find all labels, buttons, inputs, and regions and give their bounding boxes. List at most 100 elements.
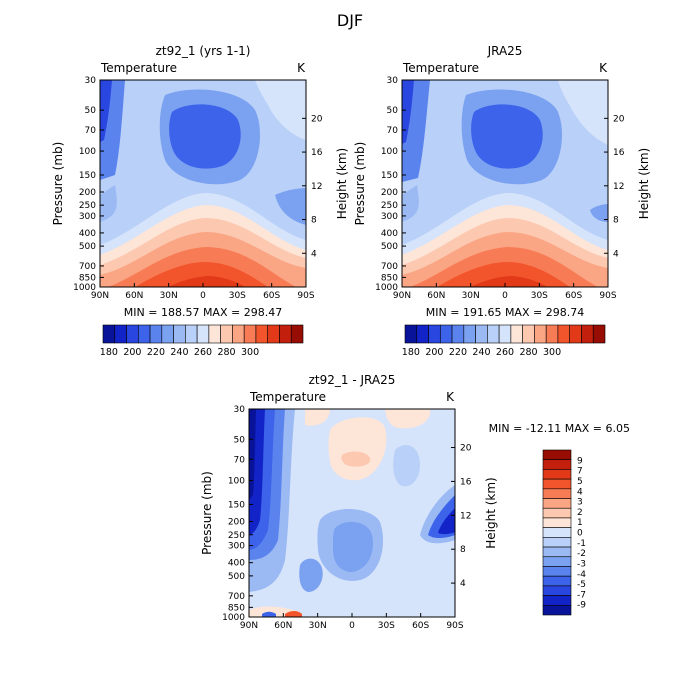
panel-obs-title: JRA25 <box>487 44 523 58</box>
y-tick-label: 400 <box>228 559 245 569</box>
colorbar-label: 0 <box>577 529 583 539</box>
y-tick-label: 70 <box>387 126 399 136</box>
colorbar-label: 4 <box>577 487 583 497</box>
panel-diff: zt92_1 - JRA25 Temperature K 90N <box>200 373 630 631</box>
y-tick-label: 1000 <box>222 613 245 623</box>
colorbar-swatch <box>498 324 512 344</box>
contour-north-mid <box>100 185 117 222</box>
colorbar-swatch <box>232 324 245 344</box>
colorbar-swatch <box>542 546 572 558</box>
panel-model-axes: 90N 60N 30N 0 30S 60S 90S 30 50 70 100 150 200 250300… <box>51 76 349 301</box>
contour-north-m9 <box>249 409 256 500</box>
colorbar-swatch <box>487 324 500 344</box>
y-right-tick-label: 8 <box>460 545 466 555</box>
y-tick-label: 1000 <box>73 283 96 293</box>
x-tick-label: 60S <box>263 291 280 301</box>
y-right-tick-label: 8 <box>613 216 619 226</box>
contour-warm-tropical <box>328 417 387 481</box>
x-tick-label: 90N <box>91 291 109 301</box>
colorbar-label: 220 <box>449 347 467 358</box>
panel-obs-right-label: K <box>599 61 608 75</box>
contour-north-mid <box>402 185 419 222</box>
y-right-tick-label: 20 <box>460 444 472 454</box>
colorbar-swatch <box>542 488 572 499</box>
panel-model-left-label: Temperature <box>100 61 177 75</box>
panel-diff-left-label: Temperature <box>249 390 326 404</box>
y-tick-label: 70 <box>234 455 246 465</box>
y-tick-label: 100 <box>381 147 398 157</box>
y-axis-label: Pressure (mb) <box>200 471 214 555</box>
y-axis-right-label: Height (km) <box>335 148 349 219</box>
colorbar-label: -1 <box>577 539 586 549</box>
y-tick-label: 150 <box>228 500 245 510</box>
panel-obs-axes: 90N 60N 30N 0 30S 60S 90S 30 50 70 100 150 200 250300… <box>353 76 651 301</box>
contour-polar-coldest <box>100 80 112 142</box>
x-tick-label: 90S <box>297 291 314 301</box>
colorbar-swatch <box>161 324 174 344</box>
colorbar-swatch <box>542 604 572 616</box>
colorbar-label: 280 <box>217 347 235 358</box>
x-tick-label: 90N <box>393 291 411 301</box>
y-tick-label: 500 <box>228 572 245 582</box>
x-tick-label: 90S <box>599 291 616 301</box>
panel-obs-stats: MIN = 191.65 MAX = 298.74 <box>426 306 584 319</box>
colorbar-label: 200 <box>425 347 443 358</box>
colorbar-label: 260 <box>194 347 212 358</box>
y-right-tick-label: 16 <box>613 148 625 158</box>
x-tick-label: 90N <box>240 621 258 631</box>
y-right-tick-label: 20 <box>311 114 323 124</box>
y-tick-label: 200 <box>228 518 245 528</box>
panel-model-stats: MIN = 188.57 MAX = 298.47 <box>124 306 282 319</box>
colorbar-label: -4 <box>577 570 586 580</box>
colorbar-label: -2 <box>577 549 586 559</box>
contour-cool-se-core <box>438 508 455 535</box>
colorbar-swatch <box>475 324 488 344</box>
colorbar-label: 280 <box>519 347 537 358</box>
colorbar-swatch <box>522 324 535 344</box>
contour-warm-tropical-core <box>341 451 371 467</box>
colorbar-swatch <box>428 324 441 344</box>
colorbar-label: -5 <box>577 580 586 590</box>
contour-cool-low <box>299 558 323 592</box>
contour-polar-coldest <box>402 80 414 144</box>
contour-warm-nw <box>305 409 330 426</box>
y-tick-label: 700 <box>228 592 245 602</box>
colorbar-swatch <box>173 324 186 344</box>
colorbar-label: 300 <box>543 347 561 358</box>
colorbar-swatch <box>542 498 572 509</box>
x-tick-label: 30S <box>229 291 246 301</box>
colorbar-swatch <box>196 324 210 344</box>
colorbar-swatch <box>592 324 606 344</box>
colorbar-label: 260 <box>496 347 514 358</box>
colorbar-label: 240 <box>170 347 188 358</box>
panel-model-colorbar: 180 200 220 240 260 280 300 <box>100 324 304 358</box>
contour-cool-surface <box>262 611 276 617</box>
x-tick-label: 60S <box>565 291 582 301</box>
x-tick-label: 30N <box>462 291 480 301</box>
colorbar-swatch <box>255 324 269 344</box>
panel-diff-stats: MIN = -12.11 MAX = 6.05 <box>489 422 630 435</box>
colorbar-swatch <box>102 324 116 344</box>
contour-tropopause-core <box>169 104 241 169</box>
y-right-tick-label: 8 <box>311 216 317 226</box>
colorbar-swatch <box>451 324 465 344</box>
colorbar-swatch <box>243 324 257 344</box>
y-tick-label: 70 <box>85 126 97 136</box>
colorbar-swatch <box>545 324 559 344</box>
y-axis-right-label: Height (km) <box>484 477 498 548</box>
y-tick-label: 30 <box>387 76 399 86</box>
x-tick-label: 30N <box>160 291 178 301</box>
x-tick-label: 0 <box>349 621 355 631</box>
y-tick-label: 400 <box>381 229 398 239</box>
x-tick-label: 60S <box>412 621 429 631</box>
colorbar-swatch <box>542 517 572 528</box>
y-right-tick-label: 12 <box>460 511 471 521</box>
y-tick-label: 100 <box>228 476 245 486</box>
y-tick-label: 50 <box>85 106 97 116</box>
panel-diff-title: zt92_1 - JRA25 <box>309 373 396 387</box>
y-right-tick-label: 16 <box>311 148 323 158</box>
x-tick-label: 30S <box>378 621 395 631</box>
colorbar-swatch <box>542 478 572 490</box>
